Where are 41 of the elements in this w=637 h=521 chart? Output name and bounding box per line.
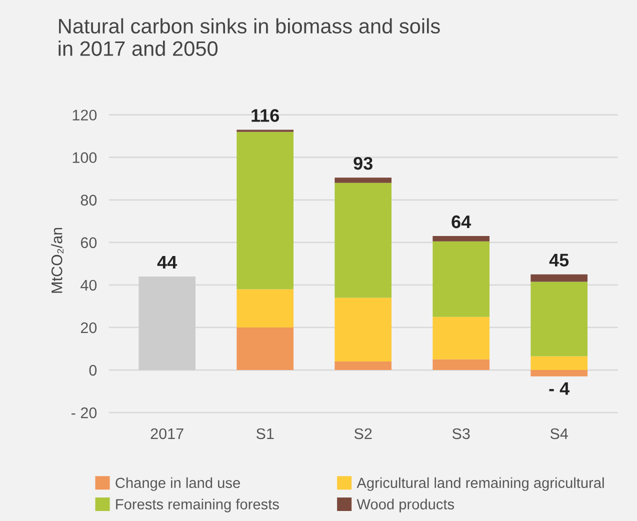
bar: [138, 276, 196, 370]
legend-label: Forests remaining forests: [116, 498, 279, 512]
y-tick-label: 40: [80, 280, 97, 291]
y-axis-title: MtCO₂/an: [51, 228, 64, 293]
x-tick-label: S1: [256, 428, 274, 440]
bar: [432, 236, 490, 242]
bar: [530, 356, 588, 370]
bar: [432, 359, 490, 370]
y-tick-label: 120: [72, 110, 97, 121]
bar: [530, 274, 588, 282]
y-tick-label: - 20: [72, 407, 97, 418]
annotation: - 4: [549, 382, 570, 395]
y-tick-label: 20: [80, 322, 97, 334]
total-label: 64: [452, 215, 472, 228]
bar: [432, 316, 490, 360]
legend-label: Change in land use: [116, 477, 240, 491]
chart-title: Natural carbon sinks in biomass and soils in 2017 and 2050: [58, 18, 440, 56]
total-label: 93: [354, 156, 372, 170]
y-tick-label: 80: [80, 194, 97, 206]
bar: [530, 370, 588, 376]
x-tick-label: S2: [354, 428, 372, 440]
total-label: 45: [549, 254, 569, 266]
bar: [432, 241, 490, 317]
bar: [236, 327, 294, 370]
bar: [334, 298, 392, 362]
bar: [530, 282, 588, 356]
total-label: 116: [252, 109, 280, 122]
x-tick-label: S3: [452, 428, 470, 440]
bar: [334, 362, 392, 370]
y-tick-label: 0: [89, 364, 97, 376]
legend-label: Wood products: [356, 498, 454, 512]
total-label: 44: [157, 256, 178, 268]
bar: [236, 289, 294, 328]
legend-label: Agricultural land remaining agricultural: [356, 477, 604, 491]
y-tick-label: 60: [80, 237, 97, 248]
x-tick-label: 2017: [150, 428, 184, 440]
x-tick-label: S4: [550, 428, 568, 440]
bar: [236, 132, 294, 290]
bar: [334, 178, 392, 183]
bar: [334, 182, 392, 298]
y-tick-label: 100: [72, 152, 97, 164]
